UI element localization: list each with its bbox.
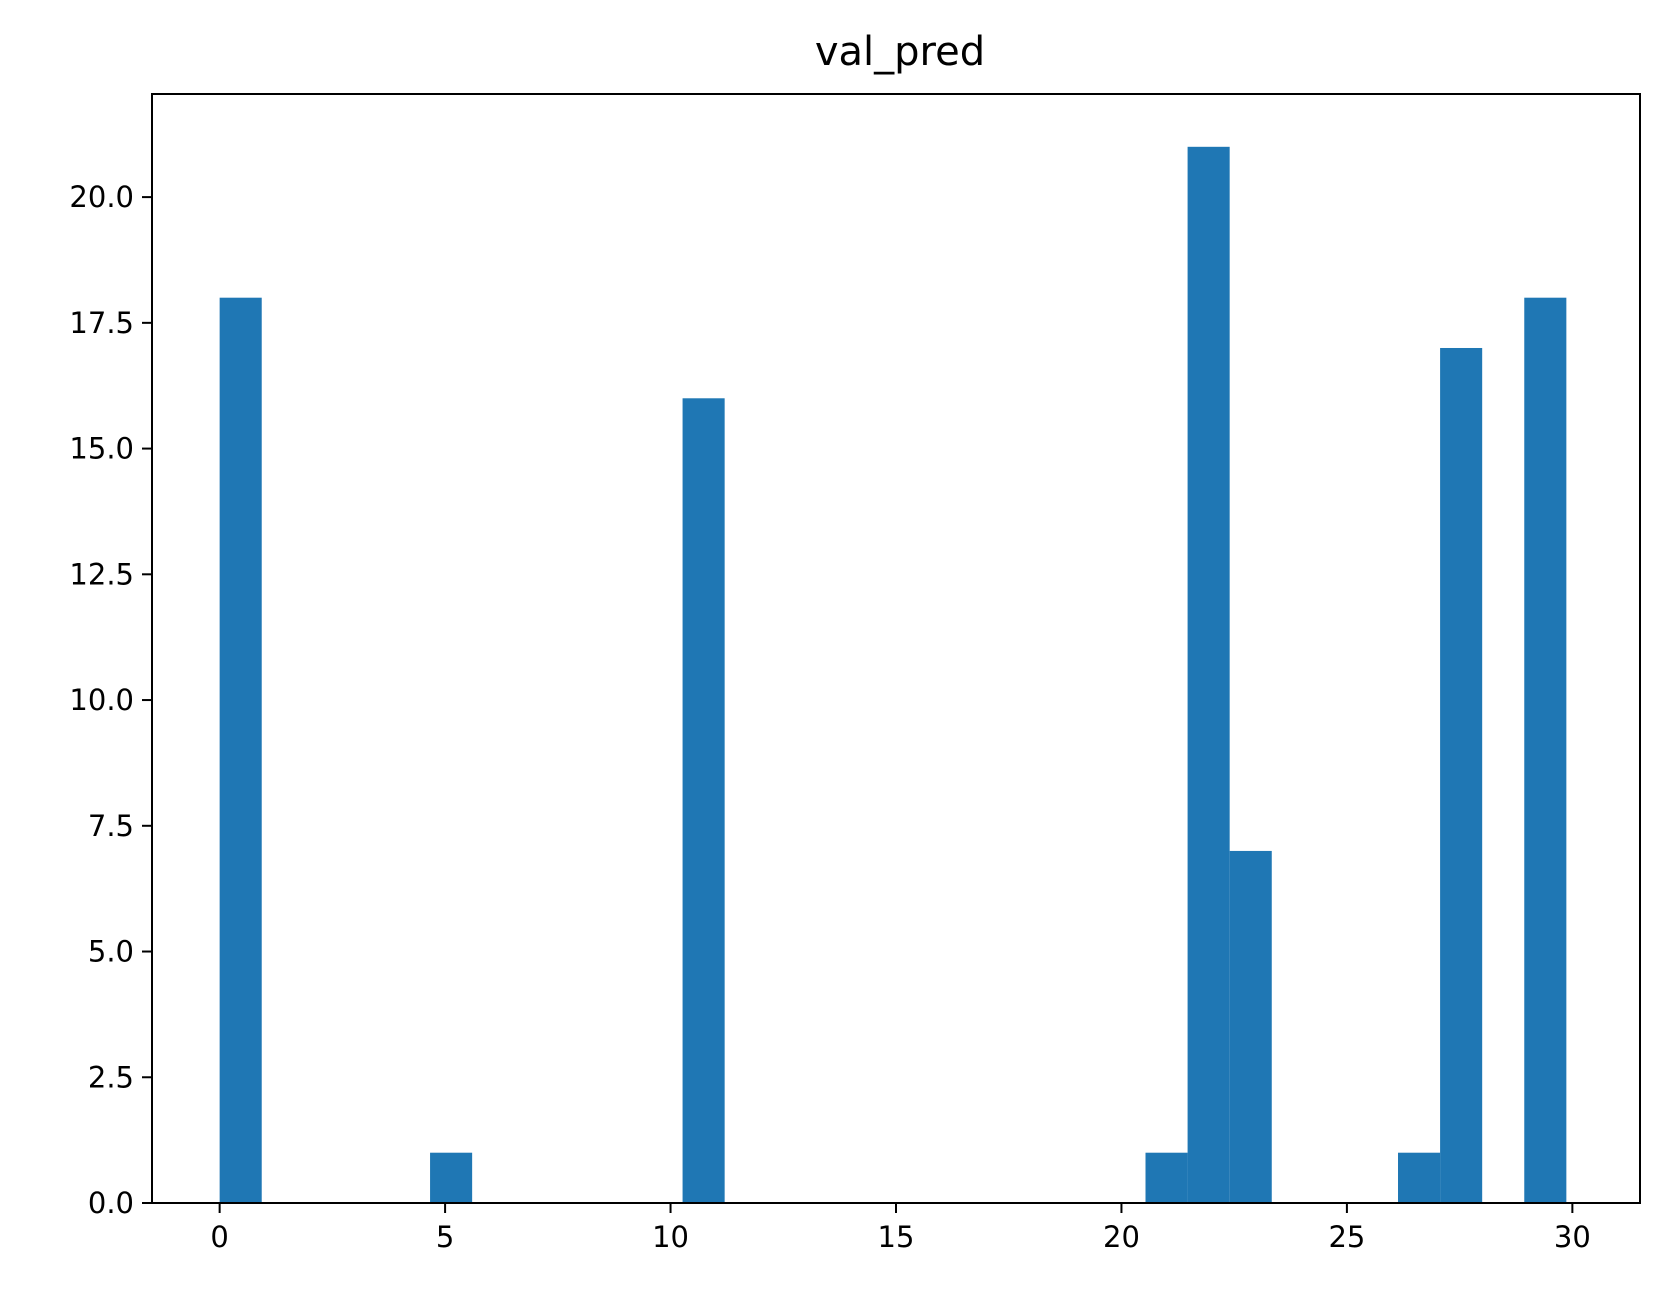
- y-tick-label-2: 5.0: [88, 935, 134, 969]
- y-tick-label-0: 0.0: [88, 1186, 134, 1220]
- x-tick-label-3: 15: [878, 1220, 915, 1254]
- x-tick-label-2: 10: [652, 1220, 689, 1254]
- histogram-bar-8: [1524, 297, 1567, 1204]
- y-tick-label-8: 20.0: [69, 180, 134, 214]
- y-tick-label-4: 10.0: [69, 683, 134, 717]
- y-tick-label-3: 7.5: [88, 809, 134, 843]
- histogram-bar-6: [1398, 1152, 1441, 1203]
- chart-title: val_pred: [815, 29, 985, 75]
- x-tick-label-6: 30: [1554, 1220, 1591, 1254]
- histogram-bar-5: [1229, 850, 1272, 1203]
- y-tick-label-7: 17.5: [69, 306, 134, 340]
- y-tick-label-1: 2.5: [88, 1060, 134, 1094]
- x-tick-label-5: 25: [1328, 1220, 1365, 1254]
- x-tick-label-0: 0: [210, 1220, 228, 1254]
- x-axis-ticks: 0 5 10 15 20 25 30: [210, 1203, 1591, 1254]
- y-tick-label-6: 15.0: [69, 432, 134, 466]
- histogram-bar-7: [1440, 347, 1483, 1203]
- histogram-bar-2: [682, 398, 725, 1203]
- x-tick-label-1: 5: [436, 1220, 454, 1254]
- y-axis-ticks: 0.0 2.5 5.0 7.5 10.0 12.5 15.0 17.5 20.0: [69, 180, 152, 1220]
- histogram-bar-1: [430, 1152, 473, 1203]
- y-tick-label-5: 12.5: [69, 557, 134, 591]
- histogram-bar-4: [1187, 146, 1230, 1203]
- histogram-bar-0: [219, 297, 262, 1204]
- x-tick-label-4: 20: [1103, 1220, 1140, 1254]
- axes-frame: [151, 93, 1641, 1204]
- histogram-bar-3: [1145, 1152, 1188, 1203]
- bars-layer: [219, 146, 1567, 1204]
